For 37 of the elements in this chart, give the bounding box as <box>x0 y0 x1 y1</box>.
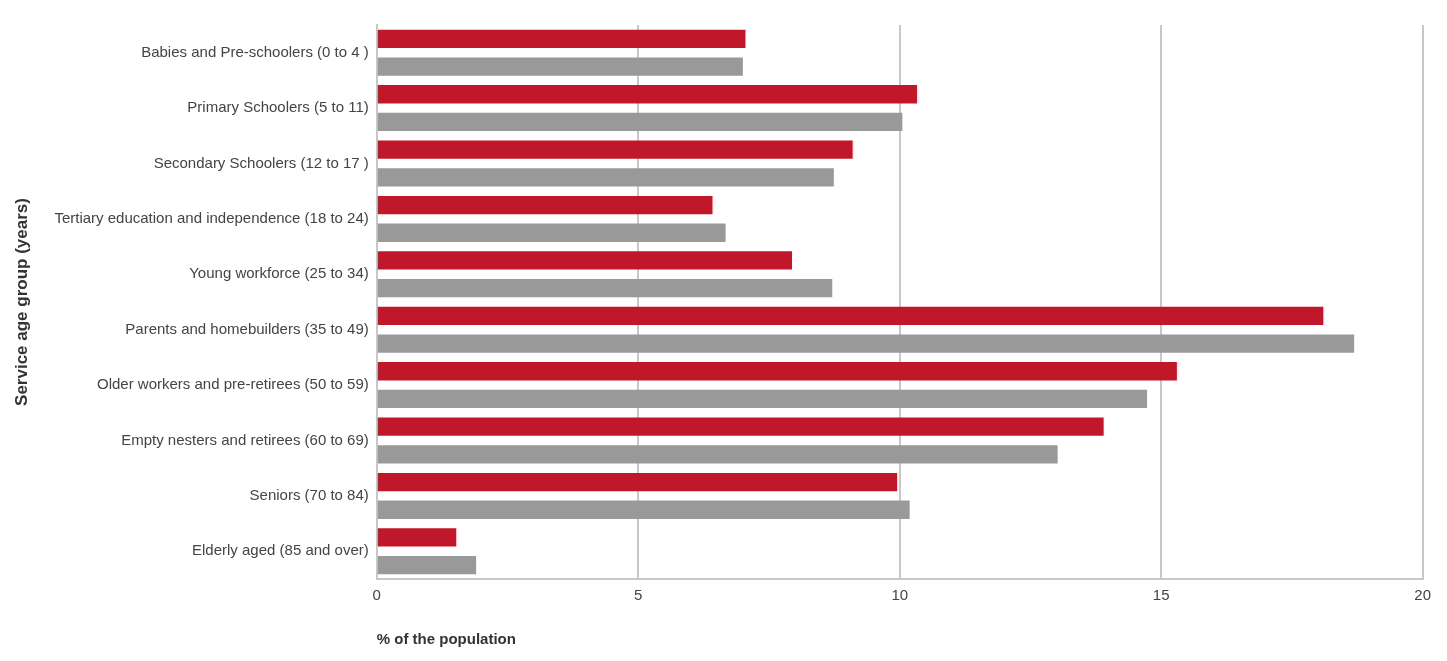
bar <box>377 389 1148 409</box>
y-tick-label: Tertiary education and independence (18 to 24) <box>54 209 369 227</box>
bar <box>377 556 477 575</box>
x-tick-label: 0 <box>372 586 381 604</box>
bar <box>377 57 743 76</box>
bar <box>377 306 1324 325</box>
x-tick-label: 15 <box>1152 586 1170 604</box>
bar <box>377 195 713 215</box>
y-tick-label: Empty nesters and retirees (60 to 69) <box>121 430 369 448</box>
y-tick-label: Primary Schoolers (5 to 11) <box>187 98 369 116</box>
bar <box>377 528 457 547</box>
x-tick-label: 10 <box>891 586 909 604</box>
bar <box>377 445 1058 464</box>
bar <box>377 417 1104 436</box>
bar <box>377 500 910 519</box>
y-axis-title: Service age group (years) <box>11 198 31 406</box>
bar <box>377 251 792 270</box>
bar <box>377 140 853 159</box>
x-tick-label: 20 <box>1414 586 1431 604</box>
bar <box>377 112 903 132</box>
y-tick-label: Seniors (70 to 84) <box>249 486 369 504</box>
y-tick-label: Elderly aged (85 and over) <box>192 541 369 559</box>
bar <box>377 223 726 242</box>
y-tick-label: Parents and homebuilders (35 to 49) <box>125 319 369 337</box>
x-axis-title: % of the population <box>376 630 516 648</box>
bar <box>377 334 1355 353</box>
x-tick-label: 5 <box>634 586 643 604</box>
bar <box>377 362 1177 381</box>
bar <box>377 85 917 104</box>
y-tick-label: Babies and Pre-schoolers (0 to 4 ) <box>141 42 369 60</box>
bar <box>377 168 834 187</box>
bar <box>377 29 746 48</box>
y-tick-label: Young workforce (25 to 34) <box>189 264 369 282</box>
bar <box>377 279 833 298</box>
y-tick-label: Secondary Schoolers (12 to 17 ) <box>153 153 369 171</box>
y-tick-label: Older workers and pre-retirees (50 to 59) <box>97 375 369 393</box>
bar <box>377 472 898 492</box>
